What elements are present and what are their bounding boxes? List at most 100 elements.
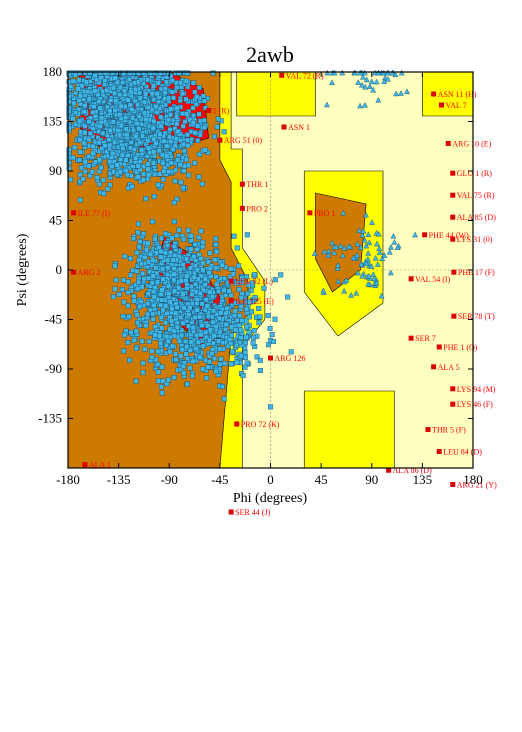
outlier-label: ASN 1 (288, 123, 310, 132)
residue-point (180, 185, 186, 191)
residue-point (190, 325, 196, 331)
residue-point (125, 303, 131, 309)
residue-point (184, 344, 190, 350)
residue-point (135, 163, 141, 169)
chart-title: 2awb (246, 42, 294, 67)
residue-point (188, 140, 194, 146)
residue-point (244, 360, 250, 366)
residue-point (180, 123, 186, 129)
residue-point (171, 219, 177, 225)
residue-point (147, 269, 153, 275)
y-tick-label: -45 (45, 312, 62, 327)
residue-point (161, 168, 167, 174)
residue-point (141, 276, 147, 282)
residue-point (197, 354, 203, 360)
residue-point (136, 279, 142, 285)
residue-point (165, 338, 171, 344)
residue-point (70, 78, 76, 84)
residue-point (198, 332, 204, 338)
glycine-point (375, 230, 382, 237)
residue-point (288, 349, 294, 355)
residue-point (104, 87, 110, 93)
glycine-point (362, 101, 368, 108)
residue-point (174, 324, 180, 330)
residue-point (130, 115, 136, 121)
outlier-label: 5 (R) (213, 107, 230, 116)
outlier-label: PHE 17 (F) (458, 268, 495, 277)
outlier-label: VAL 75 (R) (457, 191, 495, 200)
glycine-point (340, 209, 347, 216)
glycine-point (355, 79, 362, 85)
outlier-point (268, 355, 273, 361)
residue-point (265, 342, 271, 348)
residue-point (181, 370, 187, 376)
x-tick-label: 0 (267, 472, 274, 487)
residue-point (203, 297, 209, 303)
residue-point (184, 381, 190, 387)
residue-point (238, 304, 244, 310)
residue-point (186, 172, 192, 178)
residue-point (158, 249, 164, 255)
residue-point (107, 127, 113, 133)
glycine-point (331, 249, 338, 256)
residue-point (196, 234, 202, 240)
residue-point (184, 137, 190, 143)
residue-point (103, 70, 109, 76)
residue-point (143, 91, 149, 97)
outlier-label: SER 7 (415, 334, 436, 343)
residue-point (86, 163, 92, 169)
residue-point (125, 290, 131, 296)
residue-point (173, 310, 179, 316)
outlier-label: THR 1 (246, 180, 268, 189)
residue-point (210, 319, 216, 325)
residue-point (149, 262, 155, 268)
residue-point (112, 286, 118, 292)
residue-point (117, 92, 123, 98)
residue-point (175, 128, 181, 134)
residue-point (153, 265, 159, 271)
residue-point (92, 88, 98, 94)
residue-point (184, 156, 190, 162)
residue-point (121, 88, 127, 94)
residue-point (189, 373, 195, 379)
residue-point (247, 299, 253, 305)
residue-point (242, 364, 248, 370)
residue-point (177, 98, 183, 104)
residue-point (237, 339, 243, 345)
residue-point (166, 117, 172, 123)
residue-point (236, 287, 242, 293)
residue-point (66, 108, 72, 114)
residue-point (268, 404, 274, 410)
residue-point (76, 97, 82, 103)
residue-point (242, 350, 248, 356)
residue-point (122, 253, 128, 259)
glycine-point (337, 242, 344, 249)
residue-point (110, 70, 116, 76)
residue-point (164, 334, 170, 340)
residue-point (75, 86, 81, 92)
residue-point (242, 345, 248, 351)
residue-point (128, 89, 134, 95)
residue-point (211, 308, 217, 314)
residue-point (77, 118, 83, 124)
glycine-point (353, 289, 360, 296)
residue-point (180, 291, 186, 297)
residue-point (118, 156, 124, 162)
x-tick-label: 90 (365, 472, 378, 487)
residue-point (140, 270, 146, 276)
residue-point (202, 105, 208, 111)
residue-point (68, 83, 74, 89)
residue-point (129, 184, 135, 190)
residue-point (197, 314, 203, 320)
residue-point (161, 138, 167, 144)
residue-point (76, 106, 82, 112)
residue-point (127, 102, 133, 108)
x-tick-label: 180 (463, 472, 483, 487)
residue-point (215, 116, 221, 122)
residue-point (136, 126, 142, 132)
glycine-point (320, 287, 327, 294)
residue-point (180, 363, 186, 369)
glycine-point (388, 243, 394, 250)
outlier-label: SER 78 (T) (458, 312, 495, 321)
